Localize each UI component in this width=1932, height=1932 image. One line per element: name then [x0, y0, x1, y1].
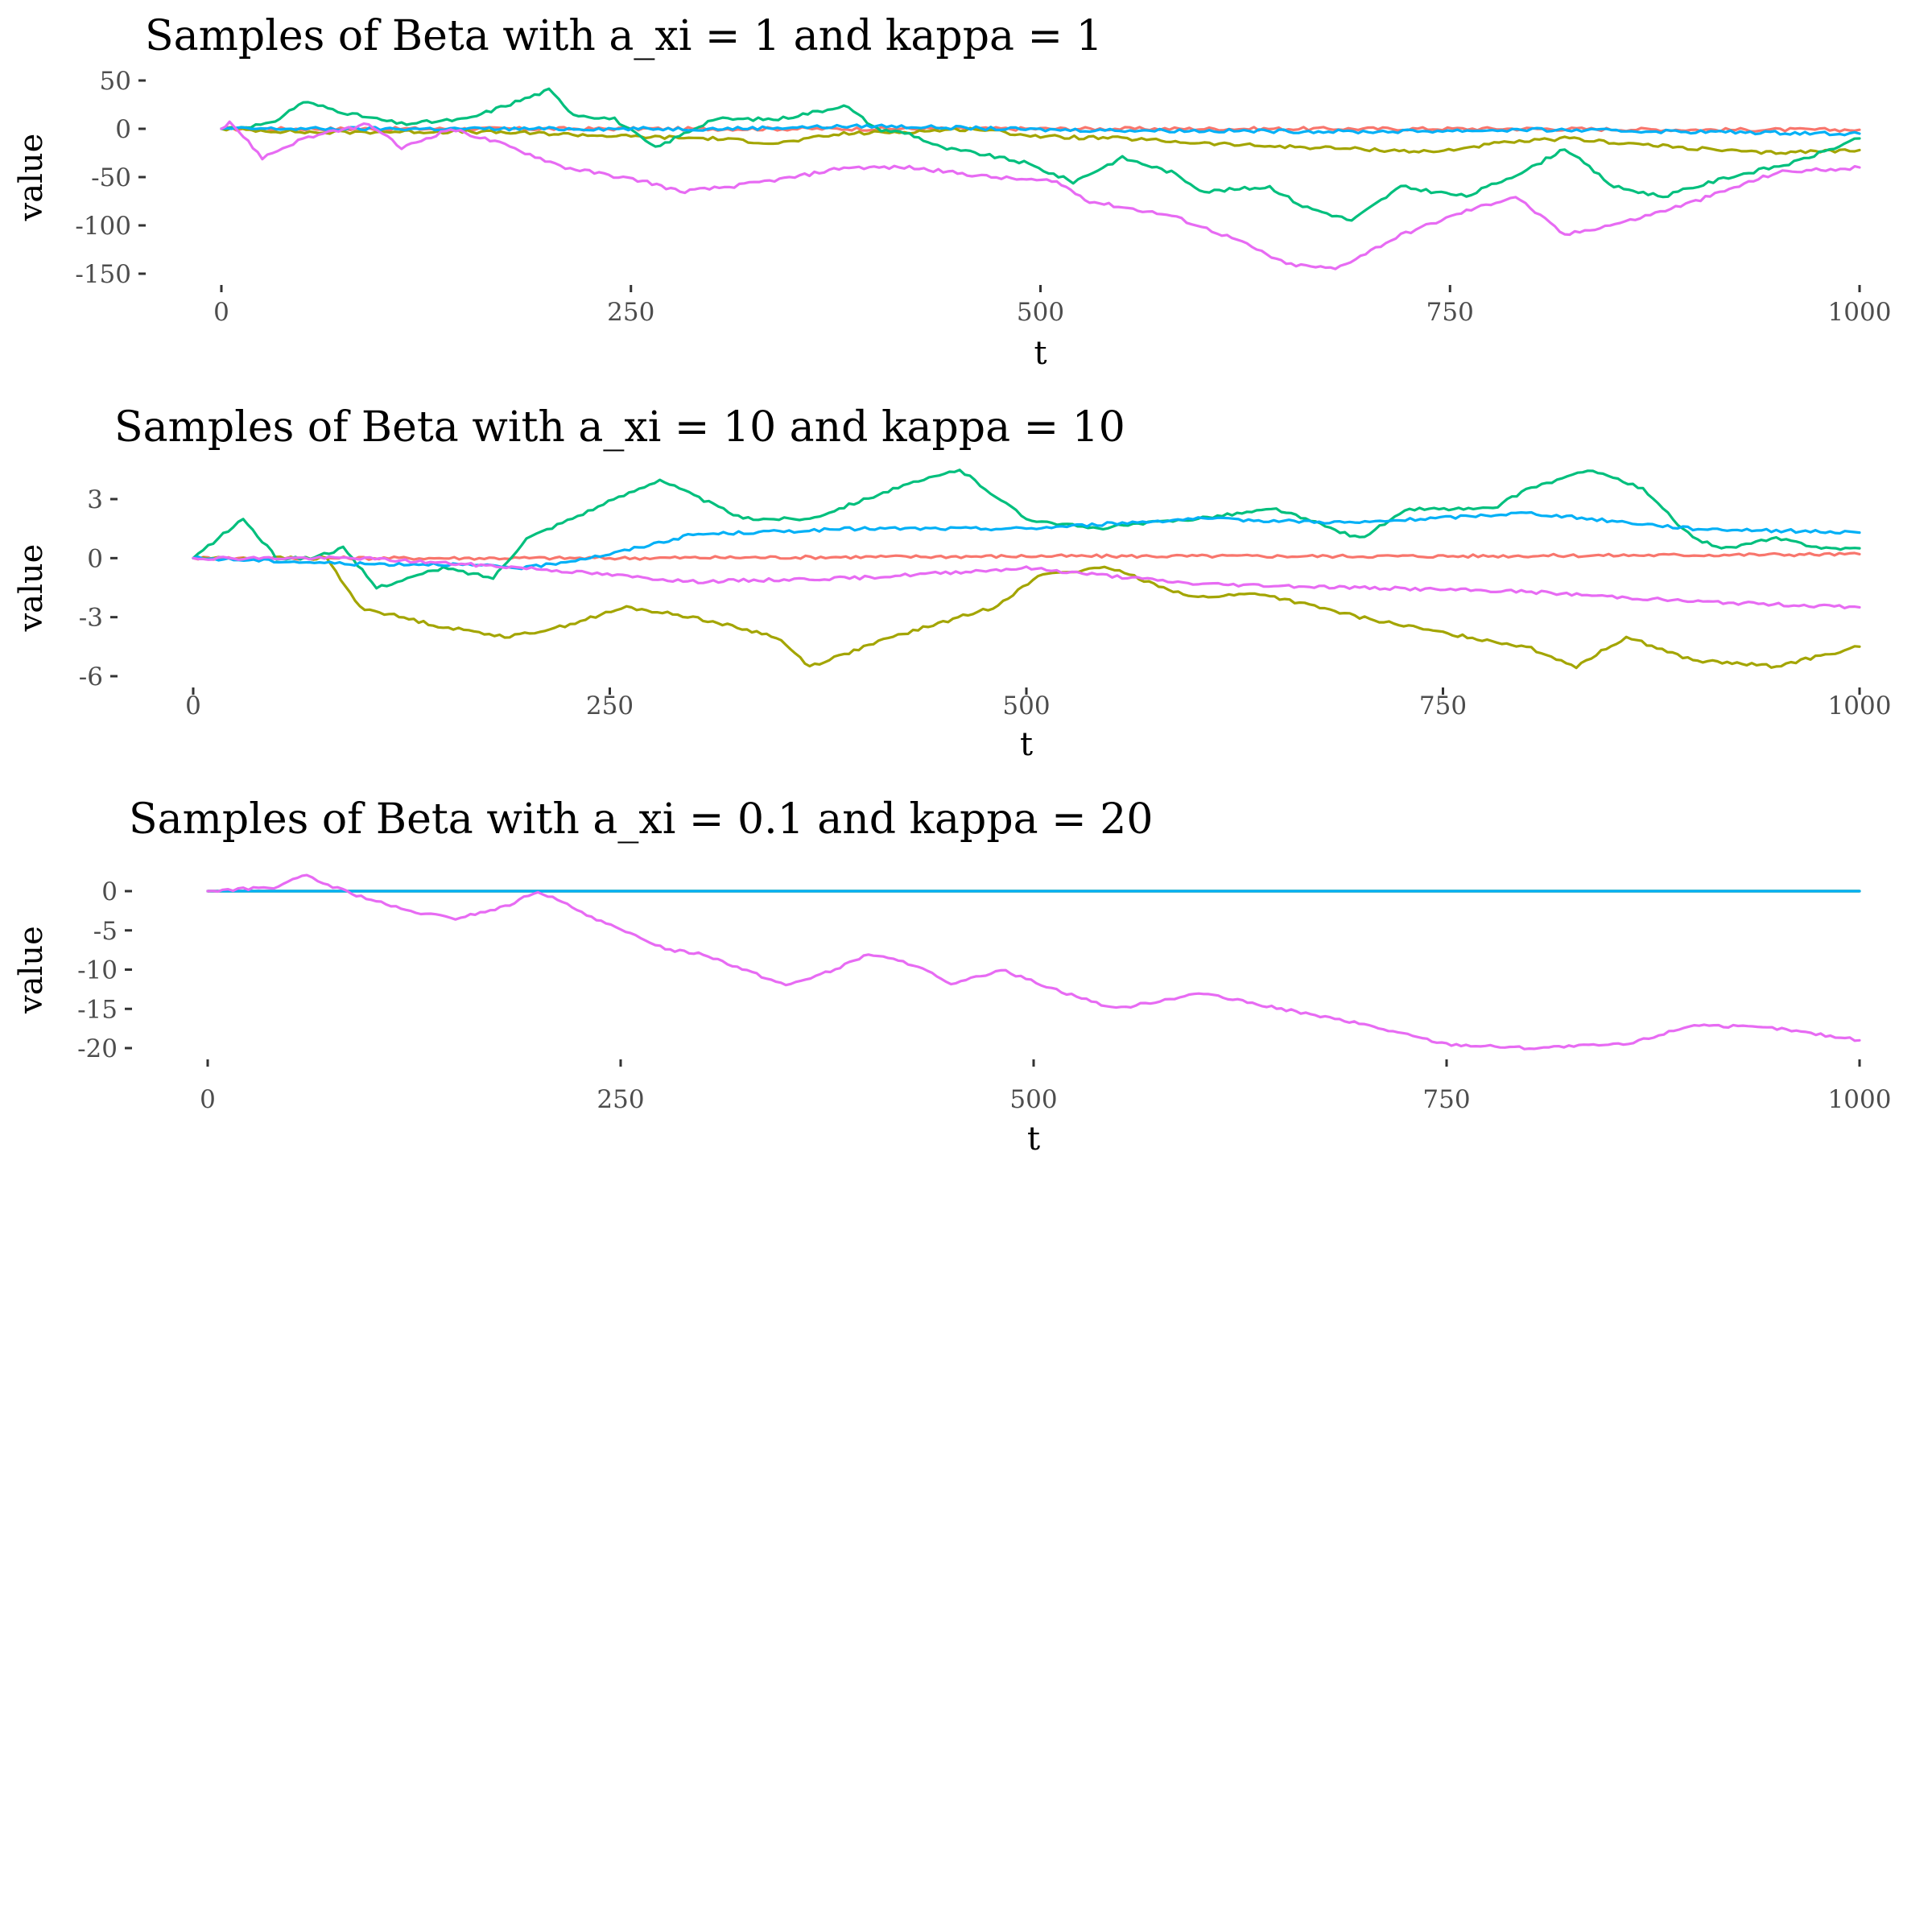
x-tick-label: 250	[597, 1085, 644, 1114]
x-tick-label: 1000	[1828, 298, 1892, 327]
x-axis-title: t	[1034, 335, 1046, 372]
series-line-3	[192, 469, 1861, 590]
y-axis-title: value	[13, 134, 50, 222]
y-tick-label: -20	[77, 1034, 118, 1063]
series-line-5	[206, 873, 1861, 1051]
y-tick-label: 50	[100, 67, 131, 96]
chart-panel-2: Samples of Beta with a_xi = 10 and kappa…	[13, 403, 1891, 763]
chart-panel-1: Samples of Beta with a_xi = 1 and kappa …	[13, 12, 1891, 372]
x-tick-label: 1000	[1828, 1085, 1892, 1114]
panel-title: Samples of Beta with a_xi = 10 and kappa…	[114, 403, 1125, 452]
y-tick-label: -150	[75, 260, 131, 289]
series-line-5	[192, 555, 1861, 609]
y-tick-label: -5	[93, 917, 118, 946]
y-tick-label: -50	[91, 163, 131, 192]
x-tick-label: 0	[200, 1085, 216, 1114]
y-tick-label: 0	[115, 115, 131, 144]
x-tick-label: 250	[586, 691, 634, 720]
y-axis-title: value	[13, 544, 50, 633]
series-line-3	[220, 87, 1861, 222]
x-axis-title: t	[1027, 1121, 1040, 1158]
panel-title: Samples of Beta with a_xi = 1 and kappa …	[145, 12, 1103, 60]
x-tick-label: 1000	[1828, 691, 1892, 720]
x-tick-label: 500	[1017, 298, 1064, 327]
x-tick-label: 750	[1419, 691, 1467, 720]
chart-panel-3: Samples of Beta with a_xi = 0.1 and kapp…	[13, 795, 1891, 1158]
y-axis-title: value	[13, 926, 50, 1014]
y-tick-label: -10	[77, 956, 118, 985]
x-tick-label: 500	[1009, 1085, 1057, 1114]
x-tick-label: 750	[1422, 1085, 1470, 1114]
panel-title: Samples of Beta with a_xi = 0.1 and kapp…	[129, 795, 1153, 844]
y-tick-label: 3	[87, 485, 103, 514]
series-line-5	[220, 120, 1861, 270]
y-tick-label: 0	[87, 544, 103, 573]
series-line-2	[220, 126, 1861, 155]
series-line-4	[220, 123, 1861, 137]
series-line-2	[192, 555, 1861, 670]
series-line-1	[192, 551, 1861, 561]
y-tick-label: -3	[79, 604, 103, 633]
x-axis-title: t	[1020, 726, 1033, 763]
x-tick-label: 500	[1002, 691, 1050, 720]
x-tick-label: 750	[1426, 298, 1474, 327]
x-tick-label: 250	[607, 298, 654, 327]
y-tick-label: -15	[77, 995, 118, 1024]
x-tick-label: 0	[213, 298, 229, 327]
y-tick-label: -100	[75, 212, 131, 241]
x-tick-label: 0	[185, 691, 201, 720]
y-tick-label: 0	[101, 877, 118, 906]
y-tick-label: -6	[79, 663, 103, 691]
